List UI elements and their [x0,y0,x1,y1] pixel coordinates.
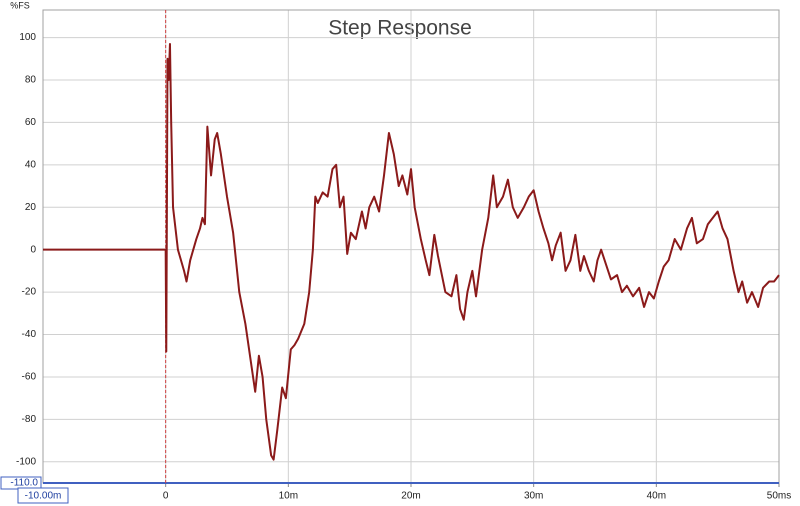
y-tick-label: -80 [22,414,37,425]
y-tick-label: -100 [16,456,36,467]
x-tick-label: -10.00m [25,491,62,502]
y-tick-label: -40 [22,329,37,340]
chart-title: Step Response [328,17,472,40]
y-tick-label: 60 [25,117,37,128]
x-tick-label: 20m [401,491,420,502]
axis-limit-box [17,487,69,504]
y-tick-label: -60 [22,372,37,383]
data-line [43,42,780,461]
y-axis-label: %FS [10,0,30,10]
y-tick-label: 40 [25,159,37,170]
y-tick-label: 0 [30,244,36,255]
y-tick-label: 100 [19,32,36,43]
y-tick-label: 20 [25,202,37,213]
x-tick-label: 40m [647,491,666,502]
x-tick-label: 30m [524,491,543,502]
x-tick-label: 0 [163,491,169,502]
y-tick-label: -20 [22,287,37,298]
y-tick-label: -110.0 [10,478,38,489]
y-tick-label: 80 [25,75,37,86]
x-tick-label: 50ms [767,491,791,502]
x-tick-label: 10m [279,491,298,502]
